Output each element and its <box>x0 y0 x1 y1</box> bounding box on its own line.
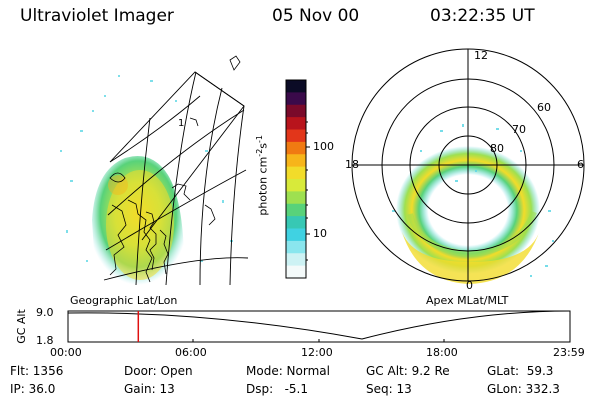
lat-80-label: 80 <box>490 142 504 155</box>
observation-date: 05 Nov 00 <box>272 6 360 26</box>
glat-value: GLat: 59.3 <box>487 364 554 378</box>
seq-value: Seq: 13 <box>366 382 412 396</box>
colorbar-band <box>286 253 306 267</box>
dsp-value: Dsp: -5.1 <box>246 382 309 396</box>
colorbar-band <box>286 104 306 118</box>
apex-caption: Apex MLat/MLT <box>426 294 509 307</box>
timeline-tick-2: 12:00 <box>301 346 333 359</box>
instrument-title: Ultraviolet Imager <box>20 6 174 26</box>
colorbar-band <box>286 216 306 230</box>
glon-value: GLon: 332.3 <box>487 382 560 396</box>
colorbar-band <box>286 240 306 254</box>
door-status: Door: Open <box>124 364 193 378</box>
gain-value: Gain: 13 <box>124 382 175 396</box>
lat-60-label: 60 <box>537 101 551 114</box>
mode-value: Mode: Normal <box>246 364 330 378</box>
colorbar <box>286 80 306 279</box>
colorbar-band <box>286 179 306 192</box>
ip-value: IP: 36.0 <box>10 382 56 396</box>
lat-70-label: 70 <box>512 123 526 136</box>
colorbar-tick-10: 10 <box>313 227 327 240</box>
colorbar-unit-label: photon cm-2s-1 <box>255 134 270 216</box>
timeline-tick-4: 23:59 <box>553 346 585 359</box>
timeline-tick-1: 06:00 <box>175 346 207 359</box>
timeline-ymin: 1.8 <box>36 334 54 347</box>
timeline-tick-0: 00:00 <box>50 346 82 359</box>
apex-polar-plot <box>351 48 585 284</box>
mlt-12-label: 12 <box>474 49 488 62</box>
meridian-mark: 1 <box>178 118 184 129</box>
gc-alt-value: GC Alt: 9.2 Re <box>366 364 450 378</box>
mlt-18-label: 18 <box>345 158 359 171</box>
colorbar-band <box>286 141 306 155</box>
colorbar-tick-100: 100 <box>313 140 334 153</box>
timeline-ymax: 9.0 <box>36 306 54 319</box>
timeline-ylabel: GC Alt <box>14 309 28 344</box>
colorbar-band <box>286 129 306 143</box>
mlt-6-label: 6 <box>577 158 584 171</box>
colorbar-band <box>286 117 306 131</box>
timeline-tick-3: 18:00 <box>426 346 458 359</box>
colorbar-band <box>286 228 306 242</box>
colorbar-band <box>286 92 306 106</box>
colorbar-band <box>286 80 306 93</box>
geographic-image: 1 <box>60 55 249 286</box>
flt-value: Flt: 1356 <box>10 364 64 378</box>
colorbar-band <box>286 191 306 205</box>
mlt-0-label: 0 <box>466 279 473 292</box>
observation-time: 03:22:35 UT <box>430 6 535 26</box>
colorbar-band <box>286 166 306 180</box>
gc-altitude-timeline <box>67 310 571 343</box>
colorbar-band <box>286 154 306 168</box>
colorbar-band <box>286 203 306 217</box>
colorbar-band <box>286 265 306 279</box>
geographic-caption: Geographic Lat/Lon <box>70 294 178 307</box>
